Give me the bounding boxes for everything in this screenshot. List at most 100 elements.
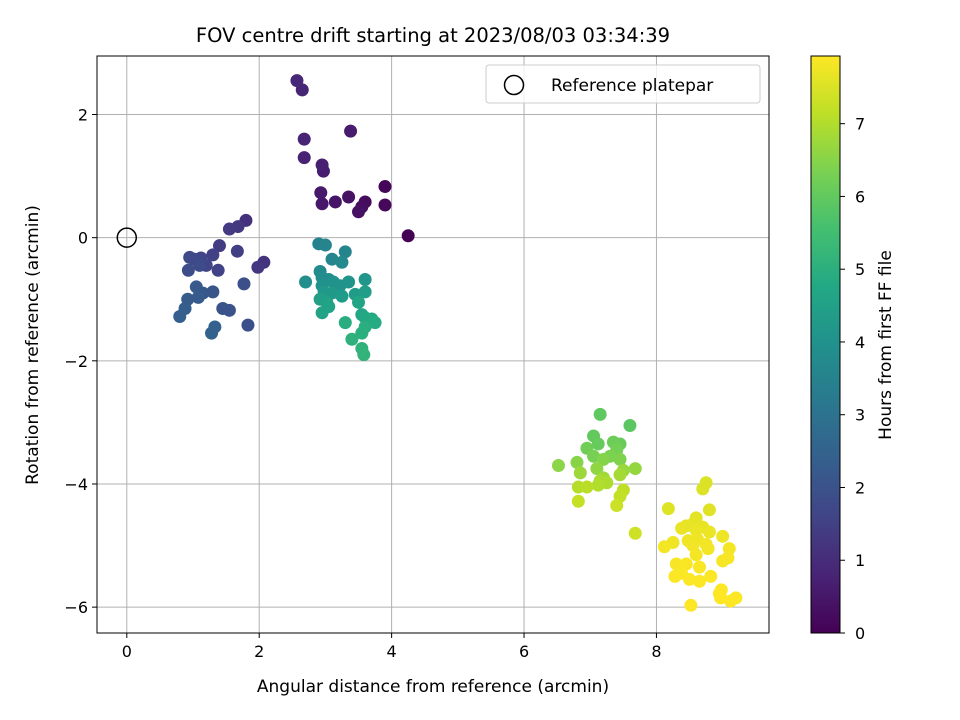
data-points xyxy=(173,74,743,612)
colorbar-tick-label: 1 xyxy=(855,551,865,570)
data-point xyxy=(590,462,604,476)
data-point xyxy=(352,205,366,219)
data-point xyxy=(358,285,372,299)
data-point xyxy=(573,466,587,480)
data-point xyxy=(315,197,329,211)
x-tick-label: 8 xyxy=(651,642,661,661)
data-point xyxy=(551,459,565,473)
data-point xyxy=(290,74,304,88)
data-point xyxy=(352,295,366,309)
data-point xyxy=(205,326,219,340)
data-point xyxy=(230,244,244,258)
data-point xyxy=(702,525,716,539)
data-point xyxy=(222,222,236,236)
data-point xyxy=(216,301,230,315)
data-point xyxy=(314,186,328,200)
data-point xyxy=(358,273,372,287)
x-tick-label: 2 xyxy=(254,642,264,661)
data-point xyxy=(657,540,671,554)
data-point xyxy=(338,245,352,259)
data-point xyxy=(610,499,624,513)
y-tick-label: −6 xyxy=(64,598,88,617)
data-point xyxy=(299,275,313,289)
chart-title: FOV centre drift starting at 2023/08/03 … xyxy=(196,24,670,47)
data-point xyxy=(344,124,358,138)
data-point xyxy=(297,151,311,165)
x-axis-ticks: 0 2 4 6 8 xyxy=(122,633,662,661)
data-point xyxy=(325,252,339,266)
data-point xyxy=(357,348,371,362)
colorbar-tick-label: 7 xyxy=(855,115,865,134)
y-tick-label: 0 xyxy=(78,229,88,248)
data-point xyxy=(661,502,675,516)
data-point xyxy=(378,198,392,212)
data-point xyxy=(237,277,251,291)
data-point xyxy=(593,407,607,421)
legend-box xyxy=(485,64,761,104)
data-point xyxy=(596,452,610,466)
colorbar: 0 1 2 3 4 5 6 7 Hours from first FF file xyxy=(810,55,896,643)
data-point xyxy=(702,503,716,517)
data-point xyxy=(338,316,352,330)
y-tick-label: −2 xyxy=(64,352,88,371)
data-point xyxy=(251,260,265,274)
data-point xyxy=(580,480,594,494)
data-point xyxy=(206,248,220,262)
colorbar-gradient xyxy=(811,56,840,633)
data-point xyxy=(173,309,187,323)
colorbar-frame xyxy=(810,55,841,634)
data-point xyxy=(628,526,642,540)
data-point xyxy=(628,462,642,476)
data-point xyxy=(378,180,392,194)
legend-marker-open-circle xyxy=(503,74,525,96)
data-point xyxy=(692,574,706,588)
data-point xyxy=(613,468,627,482)
legend: Reference platepar xyxy=(485,64,761,104)
y-axis-label: Rotation from reference (arcmin) xyxy=(23,205,43,485)
data-point xyxy=(211,263,225,277)
data-point xyxy=(591,437,605,451)
data-point xyxy=(716,554,730,568)
data-point xyxy=(345,332,359,346)
data-point xyxy=(689,548,703,562)
data-point xyxy=(191,290,205,304)
data-point xyxy=(401,229,415,243)
data-point xyxy=(318,238,332,252)
data-point xyxy=(587,449,601,463)
colorbar-tick-label: 2 xyxy=(855,478,865,497)
data-point xyxy=(675,521,689,535)
reference-point xyxy=(116,227,138,248)
data-point xyxy=(335,289,349,303)
data-point xyxy=(701,542,715,556)
data-point xyxy=(355,326,369,340)
y-axis-ticks: −6 −4 −2 0 2 xyxy=(64,106,97,617)
colorbar-tick-label: 5 xyxy=(855,260,865,279)
colorbar-ticks: 0 1 2 3 4 5 6 7 xyxy=(840,115,865,643)
x-tick-label: 4 xyxy=(387,642,397,661)
data-point xyxy=(684,598,698,612)
y-tick-label: 2 xyxy=(78,106,88,125)
data-point xyxy=(183,250,197,264)
data-point xyxy=(212,239,226,253)
data-point xyxy=(193,258,207,272)
colorbar-tick-label: 6 xyxy=(855,187,865,206)
data-point xyxy=(696,482,710,496)
colorbar-tick-label: 4 xyxy=(855,333,865,352)
data-point xyxy=(591,478,605,492)
data-point xyxy=(322,300,336,314)
x-axis-label: Angular distance from reference (arcmin) xyxy=(257,677,609,697)
data-point xyxy=(692,560,706,574)
y-tick-label: −4 xyxy=(64,475,88,494)
data-point xyxy=(683,572,697,586)
data-point xyxy=(623,418,637,432)
data-point xyxy=(571,494,585,508)
colorbar-label: Hours from first FF file xyxy=(876,250,896,440)
plot-background xyxy=(97,56,769,633)
data-point xyxy=(724,594,738,608)
plot-frame xyxy=(96,55,770,634)
data-point xyxy=(181,263,195,277)
data-point xyxy=(668,569,682,583)
data-point xyxy=(297,132,311,146)
reference-platepar-marker xyxy=(116,227,138,248)
